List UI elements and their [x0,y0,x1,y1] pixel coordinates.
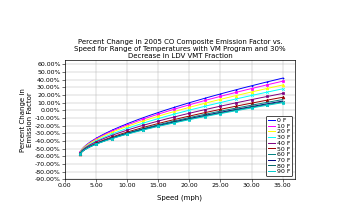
50 F [280,96,285,98]
Line: 0 F: 0 F [80,78,283,152]
90 F [78,153,82,155]
40 F [202,108,206,111]
10 F [79,149,83,152]
70 F [262,103,266,106]
80 F [280,101,285,103]
0 F [79,149,83,152]
20 F [262,88,266,91]
Title: Percent Change in 2005 CO Composite Emission Factor vs.
Speed for Range of Tempe: Percent Change in 2005 CO Composite Emis… [74,39,286,59]
30 F [280,87,285,90]
30 F [262,92,266,94]
0 F [202,97,206,100]
Line: 80 F: 80 F [80,102,283,154]
80 F [249,106,253,109]
40 F [199,109,203,112]
Legend: 0 F, 10 F, 20 F, 30 F, 40 F, 50 F, 60 F, 70 F, 80 F, 90 F: 0 F, 10 F, 20 F, 30 F, 40 F, 50 F, 60 F,… [266,116,292,176]
50 F [262,100,266,102]
80 F [202,115,206,118]
90 F [249,107,253,109]
60 F [202,113,206,116]
40 F [78,152,82,154]
30 F [249,94,253,97]
0 F [78,151,82,154]
60 F [199,114,203,116]
70 F [198,115,202,118]
Line: 40 F: 40 F [80,94,283,153]
70 F [199,115,203,118]
20 F [202,102,206,105]
40 F [249,98,253,101]
70 F [249,105,253,108]
80 F [198,116,202,118]
60 F [78,153,82,155]
40 F [79,151,83,153]
50 F [198,112,202,115]
10 F [202,99,206,102]
0 F [262,81,266,84]
40 F [280,92,285,95]
Line: 30 F: 30 F [80,89,283,153]
30 F [199,106,203,109]
0 F [280,77,285,79]
50 F [78,153,82,155]
20 F [249,91,253,93]
10 F [280,80,285,83]
70 F [280,100,285,102]
30 F [79,150,83,153]
Y-axis label: Percent Change in
Emission Factor: Percent Change in Emission Factor [21,88,33,152]
60 F [262,102,266,104]
Line: 20 F: 20 F [80,85,283,152]
50 F [202,111,206,114]
0 F [249,85,253,87]
80 F [78,153,82,155]
50 F [249,102,253,105]
60 F [79,151,83,154]
20 F [280,84,285,86]
Line: 60 F: 60 F [80,100,283,154]
70 F [202,114,206,117]
70 F [79,151,83,154]
90 F [202,115,206,118]
90 F [262,105,266,107]
30 F [198,106,202,109]
10 F [78,151,82,154]
30 F [202,105,206,108]
50 F [199,112,203,115]
90 F [280,101,285,104]
80 F [262,104,266,106]
80 F [79,151,83,154]
Line: 50 F: 50 F [80,97,283,154]
10 F [249,87,253,90]
90 F [198,116,202,119]
10 F [262,84,266,87]
40 F [198,110,202,112]
90 F [79,151,83,154]
10 F [198,100,202,103]
Line: 10 F: 10 F [80,81,283,152]
0 F [199,98,203,101]
40 F [262,96,266,98]
0 F [198,98,202,101]
60 F [198,114,202,117]
60 F [249,104,253,106]
30 F [78,152,82,154]
50 F [79,151,83,154]
90 F [199,116,203,119]
20 F [199,103,203,106]
70 F [78,153,82,155]
60 F [280,98,285,101]
Line: 90 F: 90 F [80,103,283,154]
10 F [199,100,203,103]
20 F [79,149,83,152]
Line: 70 F: 70 F [80,101,283,154]
80 F [199,116,203,118]
20 F [198,103,202,106]
20 F [78,151,82,154]
X-axis label: Speed (mph): Speed (mph) [157,194,202,200]
